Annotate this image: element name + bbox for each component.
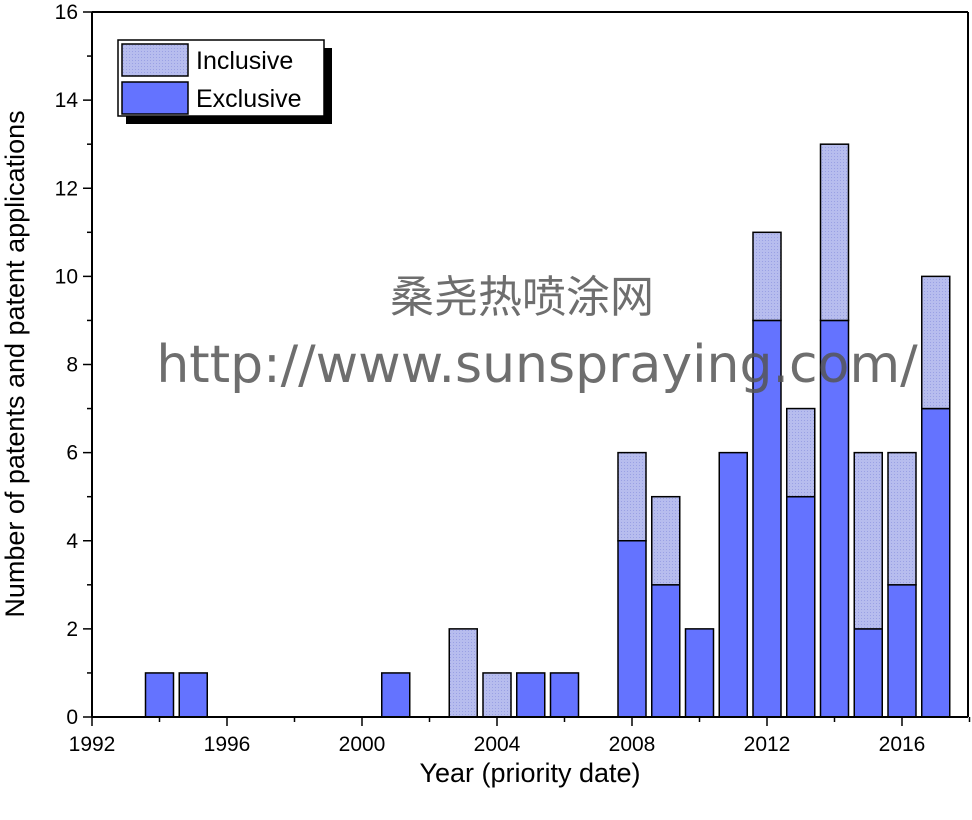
bar-exclusive-2009 bbox=[651, 584, 681, 718]
x-tick-label: 2008 bbox=[609, 733, 656, 756]
legend-label-exclusive: Exclusive bbox=[196, 85, 302, 113]
bar-inclusive-2016 bbox=[887, 451, 917, 586]
y-tick-label: 4 bbox=[66, 530, 78, 553]
bar-inclusive-2004 bbox=[482, 672, 512, 718]
bar-exclusive-1995 bbox=[178, 672, 208, 718]
bar-inclusive-2017 bbox=[921, 275, 951, 410]
bar-exclusive-2006 bbox=[549, 672, 580, 718]
y-tick-label: 12 bbox=[55, 177, 78, 200]
bar-exclusive-2010 bbox=[684, 628, 715, 718]
bar-exclusive-2001 bbox=[381, 672, 411, 718]
x-tick-label: 2016 bbox=[879, 733, 926, 756]
x-axis-title: Year (priority date) bbox=[419, 758, 640, 788]
y-tick-label: 10 bbox=[55, 265, 78, 288]
y-axis-title: Number of patents and patent application… bbox=[0, 110, 30, 617]
bar-inclusive-2013 bbox=[786, 407, 816, 498]
y-tick-label: 8 bbox=[66, 354, 78, 377]
bar-inclusive-2008 bbox=[617, 451, 647, 542]
bar-exclusive-2005 bbox=[516, 672, 546, 718]
y-tick-label: 2 bbox=[66, 618, 78, 641]
bar-exclusive-1994 bbox=[144, 672, 175, 718]
x-tick-label: 2012 bbox=[744, 733, 791, 756]
y-tick-label: 6 bbox=[66, 442, 78, 465]
bar-exclusive-2014 bbox=[819, 319, 850, 718]
bar-inclusive-2012 bbox=[752, 231, 782, 322]
bar-inclusive-2009 bbox=[651, 495, 681, 586]
bar-inclusive-2003 bbox=[448, 628, 478, 718]
bar-exclusive-2013 bbox=[786, 495, 816, 718]
y-tick-label: 16 bbox=[55, 1, 78, 24]
x-tick-label: 1996 bbox=[204, 733, 251, 756]
bar-exclusive-2015 bbox=[853, 628, 883, 718]
y-tick-label: 14 bbox=[55, 89, 79, 112]
bar-inclusive-2015 bbox=[853, 451, 883, 630]
bar-exclusive-2017 bbox=[921, 407, 951, 718]
watermark-title: 桑尧热喷涂网 bbox=[390, 272, 654, 323]
bar-exclusive-2016 bbox=[887, 584, 917, 718]
legend-swatch-inclusive bbox=[121, 43, 189, 77]
bar-exclusive-2011 bbox=[718, 451, 748, 718]
bar-inclusive-2014 bbox=[819, 143, 850, 322]
watermark-url: http://www.sunspraying.com/ bbox=[156, 335, 918, 395]
axes-layer: 0 2 4 6 8 10 12 14 16 1992 1996 2000 2004 2008 2012 201… bbox=[55, 1, 971, 756]
legend-label-inclusive: Inclusive bbox=[196, 47, 293, 75]
legend: Inclusive Exclusive bbox=[117, 39, 332, 124]
x-tick-label: 2000 bbox=[339, 733, 386, 756]
x-tick-label: 2004 bbox=[474, 733, 521, 756]
legend-swatch-exclusive bbox=[121, 81, 189, 115]
y-tick-label: 0 bbox=[66, 706, 78, 729]
bar-exclusive-2008 bbox=[617, 540, 647, 718]
x-tick-label: 1992 bbox=[69, 733, 116, 756]
bars-layer bbox=[144, 143, 951, 718]
